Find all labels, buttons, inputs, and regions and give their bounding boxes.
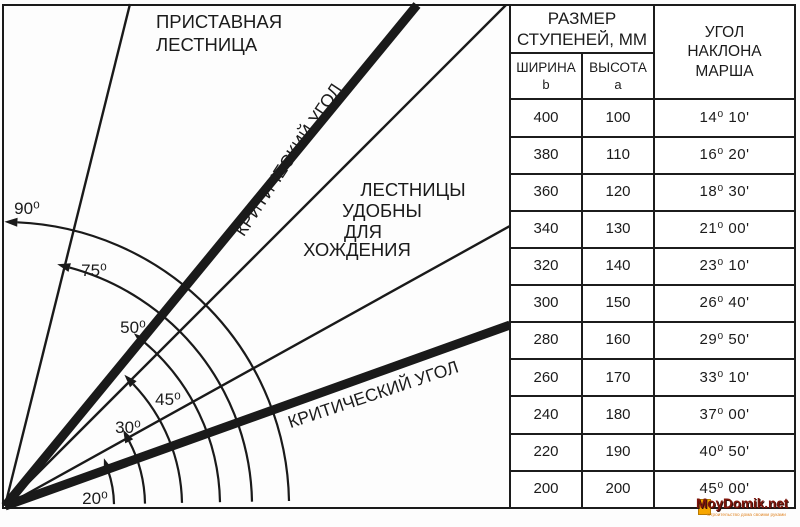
comfort-zone-label-line3: ДЛЯ [344,221,382,242]
table-row: 300 150 26⁰ 40' [509,284,796,324]
step-height-value: 130 [581,209,655,249]
size-header-line2: СТУПЕНЕЙ, ММ [516,30,648,50]
table-row: 260 170 33⁰ 10' [509,358,796,398]
incline-angle-value: 29⁰ 50' [653,321,796,361]
step-width-value: 260 [509,358,583,398]
step-width-value: 300 [509,284,583,324]
incline-angle-value: 14⁰ 10' [653,98,796,138]
incline-angle-value: 21⁰ 00' [653,209,796,249]
critical-angle-ray-upper [1,2,421,509]
staircase-angle-diagram: 90⁰ 75⁰ 50⁰ 45⁰ 30⁰ 20⁰ ПРИСТАВНАЯ ЛЕСТН… [1,2,512,511]
width-subheader: ШИРИНА b [509,52,583,101]
arc-arrow-45deg [124,374,137,388]
incline-angle-value: 23⁰ 10' [653,246,796,287]
incline-angle-value: 40⁰ 50' [653,432,796,472]
ray-75deg [3,3,132,507]
angle-label-75: 75⁰ [81,261,107,280]
height-subheader-letter: a [614,76,622,92]
angle-header-line2: НАКЛОНА [687,43,762,61]
table-row: 240 180 37⁰ 00' [509,395,796,435]
ladder-zone-label-line1: ПРИСТАВНАЯ [156,11,282,32]
arc-90deg [17,221,291,502]
step-width-value: 320 [509,246,583,287]
watermark-logo-icon [698,499,711,515]
angle-label-20: 20⁰ [82,489,108,508]
width-subheader-letter: b [542,76,550,92]
watermark: MoyDomik.net Строительство дома своими р… [694,496,800,524]
step-width-value: 340 [509,209,583,249]
height-subheader: ВЫСОТА a [581,52,655,101]
height-subheader-label: ВЫСОТА [589,59,647,75]
incline-angle-value: 16⁰ 20' [653,135,796,175]
ray-45deg [4,4,507,507]
incline-angle-value: 18⁰ 30' [653,172,796,212]
step-width-value: 200 [509,469,583,510]
step-size-table: РАЗМЕР СТУПЕНЕЙ, ММ УГОЛ НАКЛОНА МАРША Ш… [509,3,796,510]
step-height-value: 200 [581,469,655,510]
arc-50deg [142,340,222,503]
comfort-zone-label-line4: ХОЖДЕНИЯ [303,239,411,260]
angle-label-50: 50⁰ [120,318,146,337]
table-row: 340 130 21⁰ 00' [509,209,796,249]
step-width-value: 220 [509,432,583,472]
width-subheader-label: ШИРИНА [516,59,576,75]
table-row: 320 140 23⁰ 10' [509,246,796,287]
table-row: 280 160 29⁰ 50' [509,321,796,361]
arc-30deg [128,440,147,504]
step-height-value: 190 [581,432,655,472]
step-width-value: 380 [509,135,583,175]
step-height-value: 120 [581,172,655,212]
angle-header-line3: МАРША [695,62,754,80]
critical-angle-ray-lower [3,320,512,511]
arc-arrow-30deg [123,429,134,444]
angle-header-line1: УГОЛ [704,24,745,42]
comfort-zone-label-line2: УДОБНЫ [342,200,422,221]
step-height-value: 110 [581,135,655,175]
table-row: 220 190 40⁰ 50' [509,432,796,472]
angle-label-45: 45⁰ [155,390,181,409]
table-row: 380 110 16⁰ 20' [509,135,796,175]
incline-angle-value: 26⁰ 40' [653,284,796,324]
size-header-line1: РАЗМЕР [547,8,617,28]
step-width-value: 360 [509,172,583,212]
incline-angle-value: 37⁰ 00' [653,395,796,435]
step-height-value: 170 [581,358,655,398]
watermark-tagline: Строительство дома своими руками [707,512,786,518]
step-width-value: 240 [509,395,583,435]
arc-20deg [107,470,116,505]
angle-label-90: 90⁰ [14,199,40,218]
watermark-site-name: MoyDomik.net [696,496,789,511]
arc-75deg [69,266,254,502]
step-height-value: 180 [581,395,655,435]
step-width-value: 280 [509,321,583,361]
incline-angle-value: 45⁰ 00' [653,469,796,510]
step-height-value: 150 [581,284,655,324]
angle-header: УГОЛ НАКЛОНА МАРША [653,3,796,101]
arc-arrow-20deg [103,458,113,472]
arc-arrow-90deg [4,217,18,227]
step-height-value: 140 [581,246,655,287]
arc-45deg [132,383,184,503]
arc-arrow-50deg [133,333,147,346]
table-row: 200 200 45⁰ 00' [509,469,796,510]
step-width-value: 400 [509,98,583,138]
comfort-zone-label-line1: ЛЕСТНИЦЫ [360,179,465,200]
ladder-zone-label-line2: ЛЕСТНИЦА [156,34,258,55]
step-height-value: 100 [581,98,655,138]
ray-30deg [4,224,511,508]
step-height-value: 160 [581,321,655,361]
size-header: РАЗМЕР СТУПЕНЕЙ, ММ [509,3,655,55]
table-row: 400 100 14⁰ 10' [509,98,796,138]
angle-label-30: 30⁰ [115,418,141,437]
arc-arrow-75deg [57,263,71,272]
incline-angle-value: 33⁰ 10' [653,358,796,398]
table-row: 360 120 18⁰ 30' [509,172,796,212]
